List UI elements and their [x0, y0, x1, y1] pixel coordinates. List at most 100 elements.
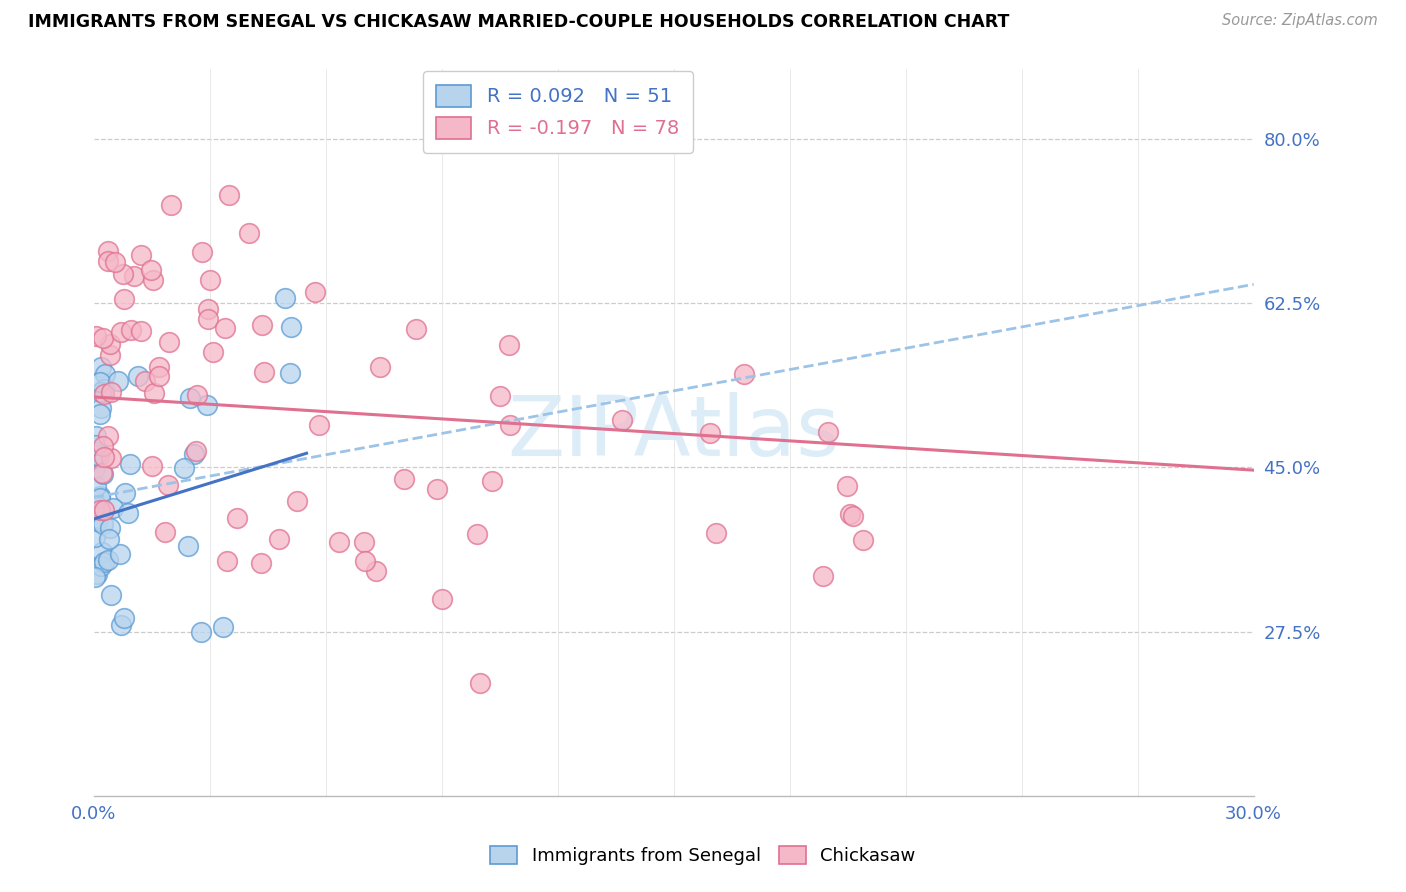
Point [93, 387, 115, 401]
Point [83, 569, 105, 583]
Point [86, 566, 108, 581]
Point [392, 472, 415, 486]
Point [817, 425, 839, 439]
Point [110, 618, 132, 632]
Point [111, 267, 134, 281]
Point [124, 268, 146, 283]
Point [90, 360, 112, 375]
Point [489, 388, 512, 402]
Point [84, 478, 107, 492]
Point [250, 557, 273, 571]
Point [214, 321, 236, 335]
Point [304, 285, 326, 300]
Point [253, 365, 276, 379]
Point [98, 336, 121, 351]
Point [215, 554, 238, 568]
Point [499, 417, 522, 432]
Point [148, 369, 170, 384]
Point [93, 450, 115, 465]
Point [733, 367, 755, 381]
Point [83, 448, 105, 462]
Point [97, 552, 120, 566]
Point [93, 439, 115, 453]
Point [238, 226, 260, 240]
Point [97, 253, 120, 268]
Point [97, 533, 120, 547]
Point [699, 426, 721, 441]
Point [198, 273, 221, 287]
Point [131, 324, 153, 338]
Point [89, 375, 111, 389]
Point [112, 611, 135, 625]
Point [97, 244, 120, 258]
Point [84, 448, 107, 462]
Point [89, 489, 111, 503]
Point [285, 493, 308, 508]
Point [353, 534, 375, 549]
Legend: R = 0.092   N = 51, R = -0.197   N = 78: R = 0.092 N = 51, R = -0.197 N = 78 [423, 71, 693, 153]
Point [813, 569, 835, 583]
Point [179, 391, 201, 405]
Point [852, 533, 875, 548]
Point [267, 532, 290, 546]
Point [481, 474, 503, 488]
Point [118, 458, 141, 472]
Point [842, 508, 865, 523]
Point [278, 367, 301, 381]
Point [89, 407, 111, 421]
Point [90, 558, 112, 573]
Point [83, 437, 105, 451]
Point [110, 325, 132, 339]
Point [160, 197, 183, 211]
Point [704, 526, 727, 541]
Point [91, 467, 114, 481]
Point [186, 388, 208, 402]
Point [89, 491, 111, 505]
Point [84, 329, 107, 343]
Point [183, 447, 205, 461]
Point [104, 255, 127, 269]
Point [353, 554, 375, 568]
Point [141, 458, 163, 473]
Point [90, 401, 112, 416]
Point [426, 482, 449, 496]
Point [90, 467, 112, 481]
Point [280, 319, 302, 334]
Point [98, 521, 121, 535]
Point [91, 516, 114, 531]
Point [364, 565, 387, 579]
Text: IMMIGRANTS FROM SENEGAL VS CHICKASAW MARRIED-COUPLE HOUSEHOLDS CORRELATION CHART: IMMIGRANTS FROM SENEGAL VS CHICKASAW MAR… [28, 13, 1010, 31]
Point [143, 386, 166, 401]
Point [197, 302, 219, 317]
Point [103, 501, 125, 516]
Point [148, 359, 170, 374]
Legend: Immigrants from Senegal, Chickasaw: Immigrants from Senegal, Chickasaw [481, 837, 925, 874]
Point [90, 384, 112, 399]
Point [250, 318, 273, 332]
Point [328, 534, 350, 549]
Point [86, 500, 108, 514]
Point [87, 448, 110, 462]
Point [127, 368, 149, 383]
Point [97, 429, 120, 443]
Point [173, 460, 195, 475]
Point [157, 478, 180, 492]
Point [83, 530, 105, 544]
Point [87, 445, 110, 459]
Point [93, 382, 115, 396]
Point [100, 451, 122, 466]
Point [157, 335, 180, 350]
Point [90, 545, 112, 559]
Point [86, 514, 108, 528]
Point [177, 539, 200, 553]
Point [114, 486, 136, 500]
Point [610, 412, 633, 426]
Point [93, 502, 115, 516]
Point [94, 367, 117, 381]
Text: ZIPAtlas: ZIPAtlas [508, 392, 839, 473]
Point [184, 443, 207, 458]
Point [129, 248, 152, 262]
Point [218, 188, 240, 202]
Point [100, 384, 122, 399]
Point [112, 292, 135, 306]
